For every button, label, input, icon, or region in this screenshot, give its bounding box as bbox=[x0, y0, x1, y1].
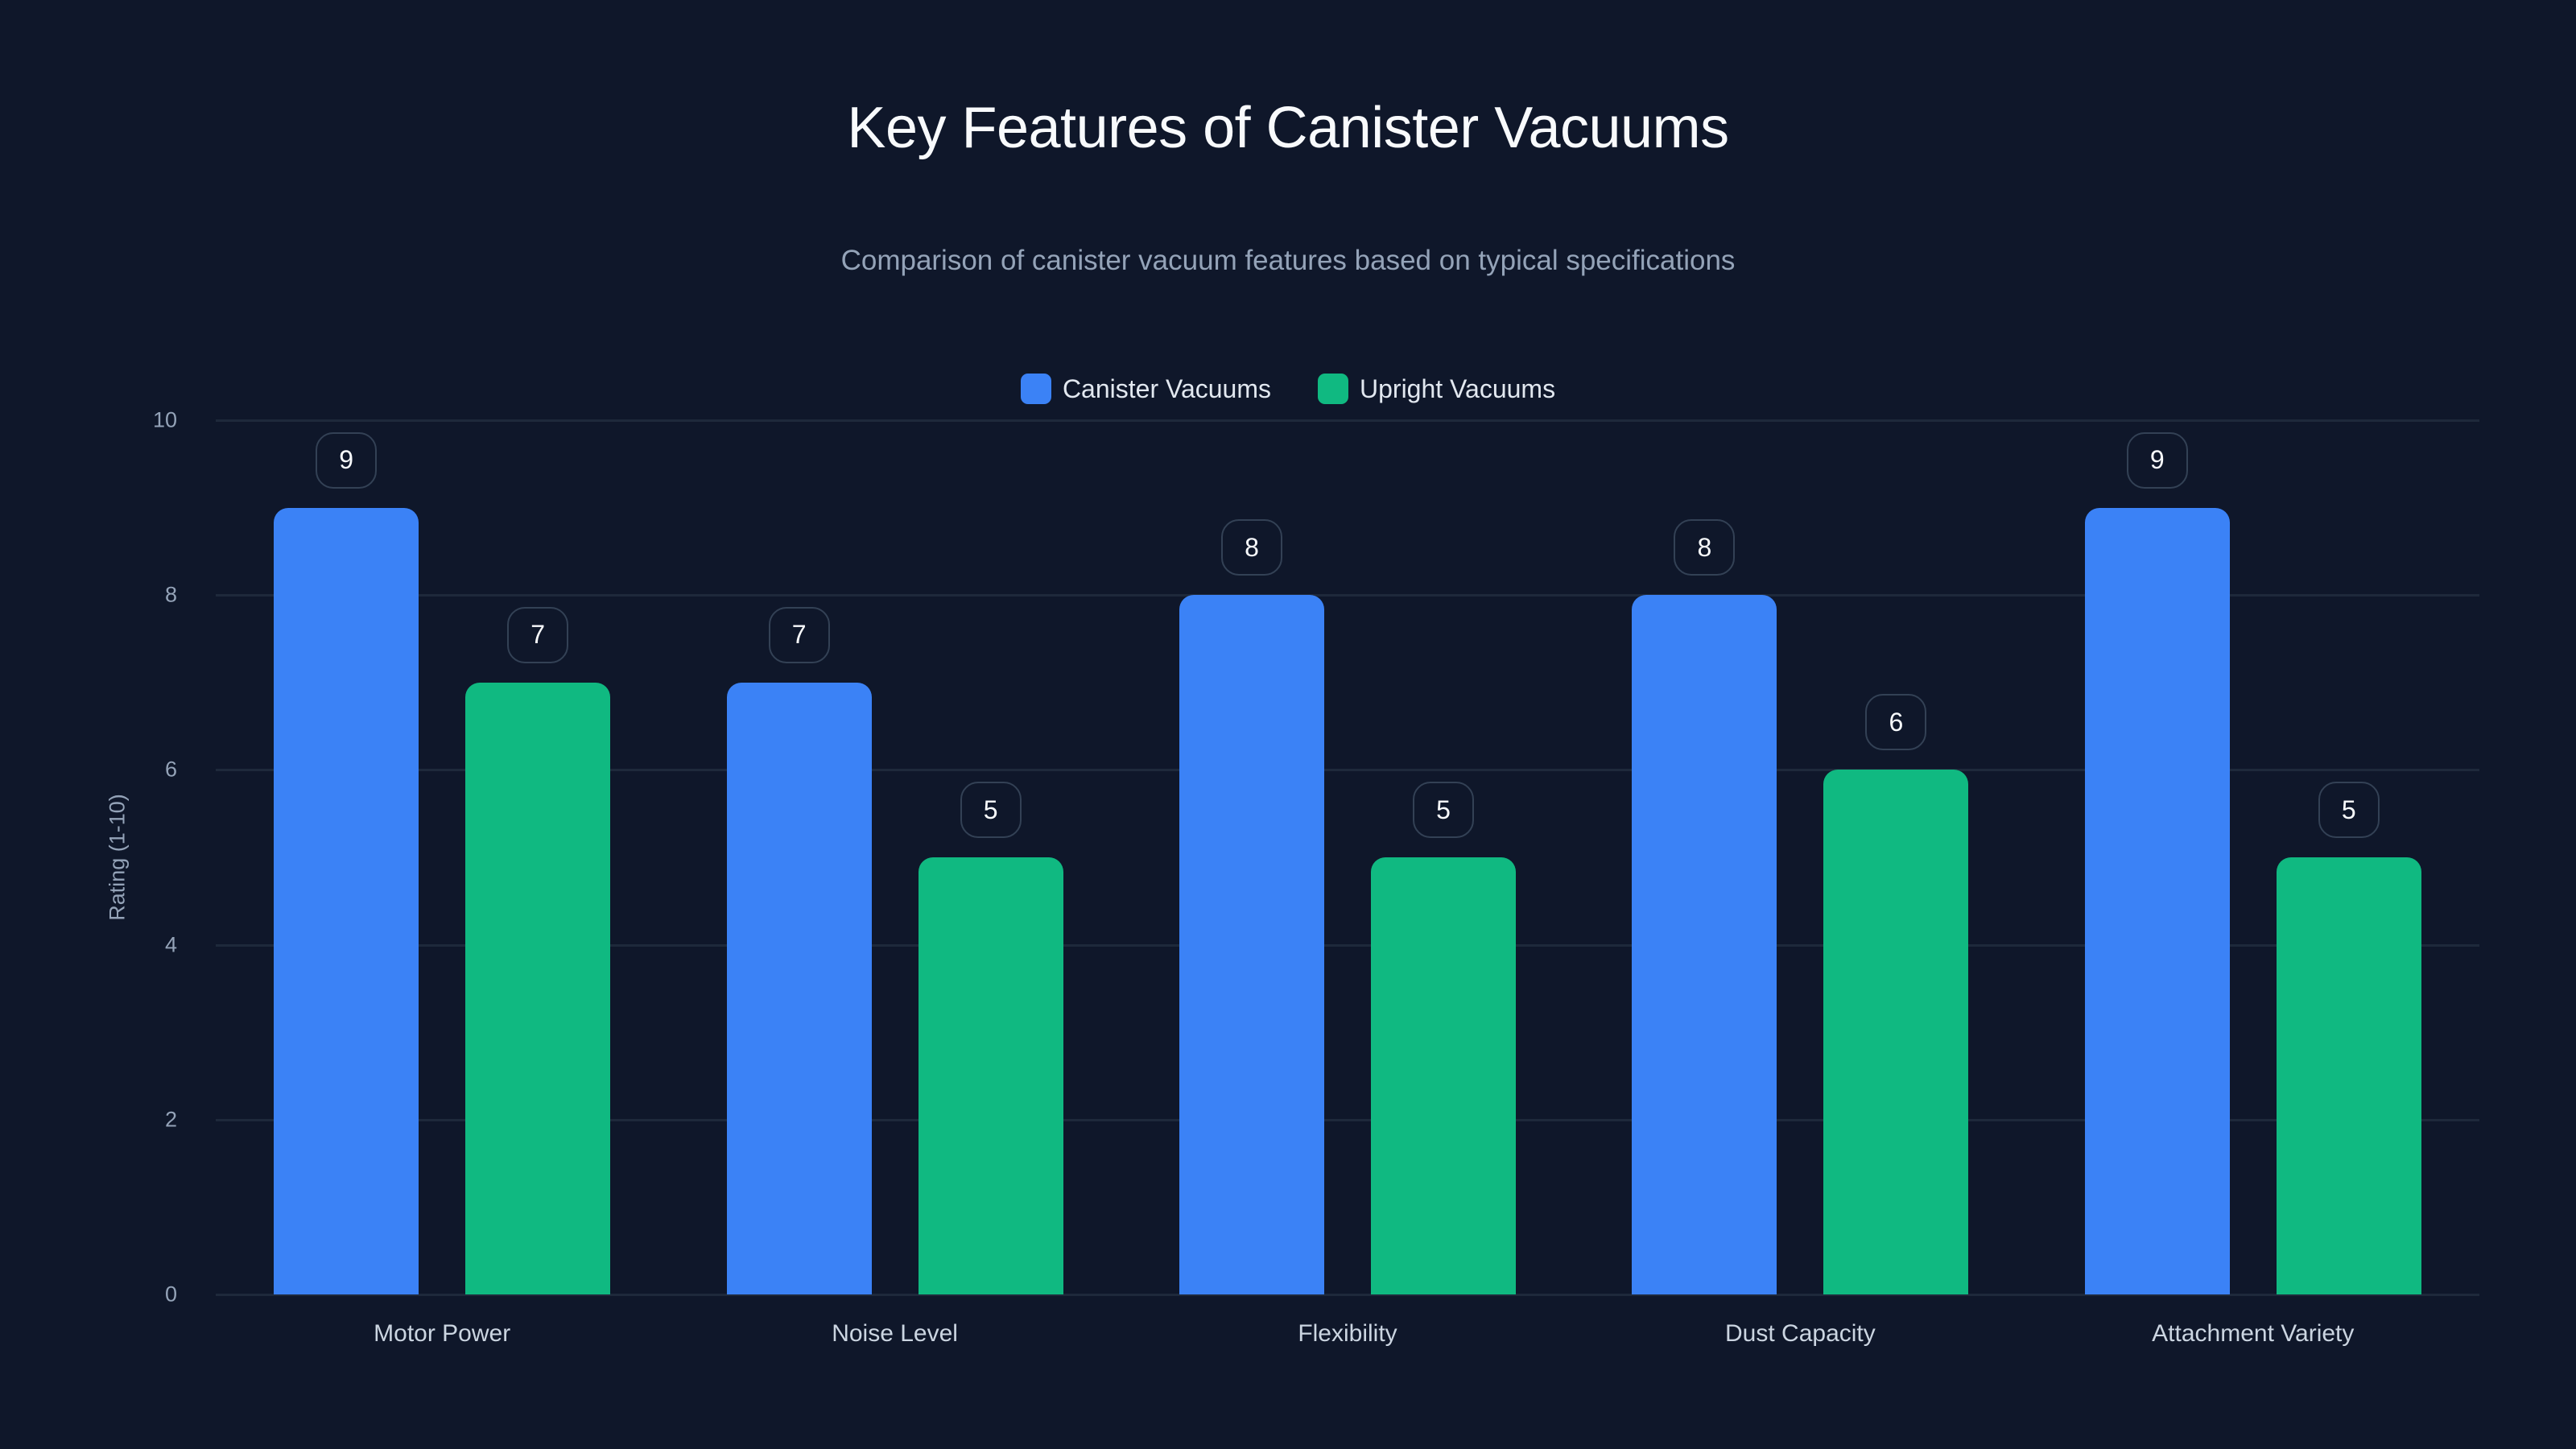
y-tick-label: 0 bbox=[164, 1282, 177, 1307]
bar-upright[interactable] bbox=[1371, 857, 1516, 1294]
legend-swatch-upright bbox=[1318, 374, 1348, 404]
chart-subtitle: Comparison of canister vacuum features b… bbox=[840, 245, 1736, 276]
bar-value-label: 5 bbox=[2318, 782, 2380, 838]
bar-value-label: 6 bbox=[1865, 694, 1927, 751]
bar-canister[interactable] bbox=[2084, 507, 2230, 1294]
x-tick-label: Noise Level bbox=[832, 1320, 958, 1347]
gridline bbox=[216, 943, 2479, 947]
y-tick-label: 2 bbox=[164, 1107, 177, 1132]
bar-value-label: 7 bbox=[507, 606, 569, 663]
y-tick-label: 8 bbox=[164, 582, 177, 607]
x-tick-label: Motor Power bbox=[374, 1320, 511, 1347]
y-tick-label: 10 bbox=[152, 407, 177, 432]
chart-title: Key Features of Canister Vacuums bbox=[847, 96, 1729, 160]
bar-value-label: 8 bbox=[1674, 519, 1736, 576]
legend-swatch-canister bbox=[1020, 374, 1051, 404]
gridline bbox=[216, 419, 2479, 422]
legend-item-upright[interactable]: Upright Vacuums bbox=[1318, 374, 1555, 404]
bar-value-label: 9 bbox=[316, 431, 378, 489]
bar-value-label: 7 bbox=[768, 606, 830, 663]
bar-value-label: 5 bbox=[1413, 782, 1474, 838]
gridline bbox=[216, 769, 2479, 772]
legend-label-upright: Upright Vacuums bbox=[1360, 374, 1556, 403]
y-tick-label: 6 bbox=[164, 757, 177, 782]
legend-label-canister: Canister Vacuums bbox=[1062, 374, 1271, 403]
bar-upright[interactable] bbox=[2276, 857, 2421, 1294]
bar-value-label: 5 bbox=[960, 782, 1022, 838]
bar-canister[interactable] bbox=[1179, 595, 1324, 1294]
y-tick-label: 4 bbox=[164, 932, 177, 957]
y-axis-label: Rating (1-10) bbox=[105, 794, 130, 921]
gridline bbox=[216, 1294, 2479, 1296]
plot-area: 9 7 7 5 8 5 8 6 9 5 bbox=[216, 419, 2479, 1296]
bar-value-label: 8 bbox=[1221, 519, 1282, 576]
bar-canister[interactable] bbox=[726, 682, 872, 1294]
bar-value-label: 9 bbox=[2126, 431, 2188, 489]
x-tick-label: Dust Capacity bbox=[1725, 1320, 1876, 1347]
x-tick-label: Attachment Variety bbox=[2152, 1320, 2355, 1347]
bar-canister[interactable] bbox=[274, 507, 419, 1294]
gridline bbox=[216, 1118, 2479, 1121]
legend: Canister Vacuums Upright Vacuums bbox=[0, 374, 2576, 404]
gridline bbox=[216, 594, 2479, 597]
bar-upright[interactable] bbox=[1823, 770, 1969, 1294]
x-tick-label: Flexibility bbox=[1298, 1320, 1397, 1347]
legend-item-canister[interactable]: Canister Vacuums bbox=[1020, 374, 1271, 404]
bar-canister[interactable] bbox=[1632, 595, 1777, 1294]
bar-upright[interactable] bbox=[465, 682, 611, 1294]
bar-upright[interactable] bbox=[918, 857, 1063, 1294]
